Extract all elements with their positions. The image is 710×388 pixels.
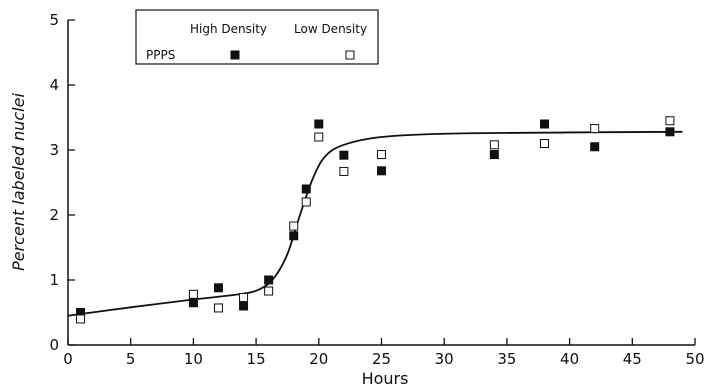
legend-open-square-marker: [345, 50, 355, 60]
x-tick-label-0: 0: [63, 350, 73, 368]
x-tick-label-1: 5: [126, 350, 136, 368]
legend-group-label: PPPS: [146, 48, 175, 62]
legend-filled-square-marker: [230, 50, 240, 60]
low-density-point-0: [76, 314, 86, 324]
x-tick-label-7: 35: [497, 350, 516, 368]
x-tick-label-3: 15: [247, 350, 266, 368]
low-density-point-9: [377, 150, 386, 160]
high-density-point-8: [339, 150, 349, 160]
fit-curve: [67, 130, 683, 317]
x-tick-label-2: 10: [184, 350, 203, 368]
low-density-point-5: [289, 221, 299, 231]
low-density-point-12: [590, 124, 600, 134]
high-density-point-5: [289, 231, 299, 241]
y-ticks: 0 1 2 3 4 5: [49, 11, 75, 354]
y-tick-label-3: 3: [49, 141, 59, 159]
high-density-point-11: [540, 119, 550, 129]
low-density-point-10: [489, 140, 499, 150]
high-density-point-13: [665, 127, 675, 137]
low-density-point-3: [239, 293, 249, 303]
high-density-point-1: [188, 298, 198, 308]
x-tick-label-9: 45: [623, 350, 642, 368]
legend-low-density-label: Low Density: [294, 22, 367, 36]
x-tick-label-10: 50: [685, 350, 704, 368]
y-tick-label-4: 4: [49, 76, 59, 94]
high-density-point-4: [264, 275, 274, 285]
x-tick-label-5: 25: [372, 350, 391, 368]
high-density-point-7: [314, 119, 324, 129]
high-density-point-9: [377, 166, 386, 176]
x-ticks: 0 5 10 15 20 25 30 35 40 45 50: [63, 338, 705, 368]
low-density-point-4: [264, 286, 274, 296]
y-tick-label-5: 5: [49, 11, 59, 29]
legend: High Density Low Density PPPS: [135, 9, 379, 65]
low-density-point-13: [665, 116, 675, 126]
low-density-point-2: [213, 303, 223, 313]
y-tick-label-0: 0: [49, 336, 59, 354]
x-tick-label-8: 40: [560, 350, 579, 368]
high-density-point-3: [239, 301, 249, 311]
x-tick-label-6: 30: [435, 350, 454, 368]
legend-box: [135, 9, 379, 65]
high-density-point-6: [301, 184, 311, 194]
y-tick-label-1: 1: [49, 271, 59, 289]
x-tick-label-4: 20: [309, 350, 328, 368]
low-density-point-11: [540, 139, 550, 148]
y-tick-label-2: 2: [49, 206, 59, 224]
x-axis-title: Hours: [362, 369, 409, 388]
low-density-point-6: [301, 197, 311, 207]
high-density-point-2: [213, 283, 223, 293]
low-density-point-7: [314, 132, 324, 142]
legend-high-density-label: High Density: [190, 22, 267, 36]
high-density-point-10: [489, 150, 499, 160]
y-axis-title: Percent labeled nuclei: [9, 93, 28, 271]
data-points: [76, 116, 675, 324]
low-density-point-8: [339, 166, 349, 176]
high-density-point-12: [590, 142, 600, 152]
low-density-point-1: [188, 289, 198, 299]
